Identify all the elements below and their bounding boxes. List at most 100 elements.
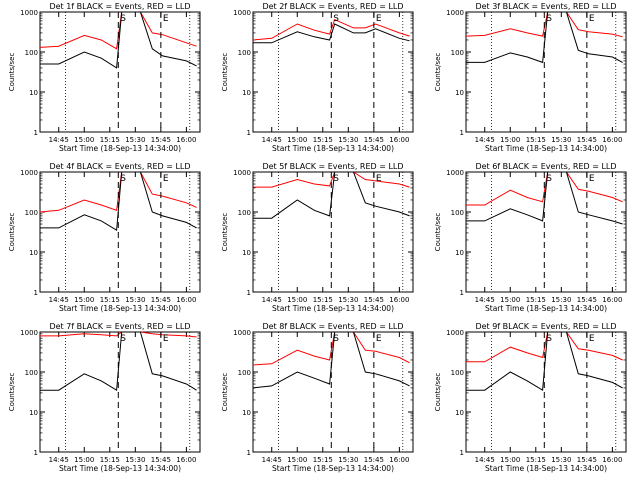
event-marker-label: E — [163, 174, 169, 184]
y-tick-label: 100 — [25, 49, 38, 57]
event-marker-label: E — [589, 14, 595, 24]
x-tick-label: 15:15 — [313, 296, 333, 304]
x-tick-label: 16:00 — [389, 296, 409, 304]
y-tick-label: 10 — [29, 409, 38, 417]
event-marker-label: S — [333, 14, 339, 24]
y-tick-label: 1 — [247, 449, 251, 457]
y-tick-label: 100 — [238, 209, 251, 217]
event-marker-label: E — [163, 14, 169, 24]
event-marker-label: S — [333, 174, 339, 184]
chart-title: Det 1f BLACK = Events, RED = LLD — [49, 2, 190, 11]
y-tick-label: 100 — [25, 209, 38, 217]
x-axis-label: Start Time (18-Sep-13 14:34:00) — [485, 464, 607, 473]
series-line-lld — [252, 18, 410, 41]
y-tick-label: 1 — [34, 129, 38, 137]
x-tick-label: 15:45 — [151, 456, 171, 464]
x-tick-label: 15:00 — [287, 136, 307, 144]
y-tick-label: 10 — [29, 89, 38, 97]
y-tick-label: 10 — [29, 249, 38, 257]
y-tick-label: 10 — [242, 249, 251, 257]
x-tick-label: 15:00 — [74, 296, 94, 304]
x-axis-label: Start Time (18-Sep-13 14:34:00) — [59, 304, 181, 313]
y-tick-label: 100 — [238, 49, 251, 57]
event-marker-label: S — [120, 174, 126, 184]
chart-title: Det 2f BLACK = Events, RED = LLD — [262, 2, 403, 11]
plot-frame — [39, 331, 201, 453]
x-tick-label: 15:30 — [551, 296, 571, 304]
chart-title: Det 5f BLACK = Events, RED = LLD — [262, 162, 403, 171]
x-axis-label: Start Time (18-Sep-13 14:34:00) — [485, 144, 607, 153]
x-tick-label: 16:00 — [602, 136, 622, 144]
x-tick-label: 14:45 — [262, 456, 282, 464]
x-tick-label: 15:45 — [364, 296, 384, 304]
plot-frame — [465, 171, 627, 293]
event-marker-label: S — [120, 14, 126, 24]
chart-panel-5: Det 5f BLACK = Events, RED = LLD Counts/s… — [221, 162, 414, 313]
x-tick-label: 15:30 — [551, 136, 571, 144]
x-tick-label: 16:00 — [389, 136, 409, 144]
x-tick-label: 14:45 — [475, 296, 495, 304]
chart-title: Det 4f BLACK = Events, RED = LLD — [49, 162, 190, 171]
x-tick-label: 15:00 — [74, 136, 94, 144]
plot-frame — [252, 11, 414, 133]
x-tick-label: 15:15 — [526, 296, 546, 304]
y-tick-label: 10 — [455, 409, 464, 417]
y-tick-label: 100 — [451, 49, 464, 57]
y-tick-label: 100 — [238, 369, 251, 377]
y-axis-label: Counts/sec — [221, 53, 229, 92]
y-tick-label: 1000 — [20, 329, 38, 337]
y-tick-label: 1 — [460, 449, 464, 457]
chart-panel-9: Det 9f BLACK = Events, RED = LLD Counts/s… — [434, 322, 627, 473]
y-tick-label: 10 — [242, 89, 251, 97]
x-tick-label: 15:30 — [125, 136, 145, 144]
y-axis-label: Counts/sec — [8, 213, 16, 252]
event-marker-label: E — [589, 174, 595, 184]
x-tick-label: 16:00 — [602, 456, 622, 464]
x-tick-label: 14:45 — [49, 136, 69, 144]
event-marker-label: E — [376, 174, 382, 184]
x-axis-label: Start Time (18-Sep-13 14:34:00) — [59, 144, 181, 153]
event-marker-label: S — [120, 334, 126, 344]
y-tick-label: 1000 — [446, 169, 464, 177]
series-line-events — [466, 171, 623, 225]
y-tick-label: 1 — [460, 289, 464, 297]
plot-frame — [465, 11, 627, 133]
y-axis-label: Counts/sec — [221, 213, 229, 252]
y-tick-label: 100 — [451, 369, 464, 377]
y-tick-label: 10 — [455, 249, 464, 257]
x-tick-label: 15:00 — [74, 456, 94, 464]
x-tick-label: 15:45 — [364, 136, 384, 144]
event-marker-label: E — [589, 334, 595, 344]
chart-panel-2: Det 2f BLACK = Events, RED = LLD Counts/s… — [221, 2, 414, 153]
event-marker-label: E — [376, 14, 382, 24]
x-tick-label: 14:45 — [475, 456, 495, 464]
plot-frame — [252, 171, 414, 293]
chart-panel-3: Det 3f BLACK = Events, RED = LLD Counts/s… — [434, 2, 627, 153]
plot-frame — [39, 171, 201, 293]
y-axis-label: Counts/sec — [8, 373, 16, 412]
chart-title: Det 9f BLACK = Events, RED = LLD — [475, 322, 616, 331]
y-tick-label: 10 — [455, 89, 464, 97]
y-tick-label: 1000 — [446, 9, 464, 17]
y-tick-label: 1000 — [233, 169, 251, 177]
event-marker-label: S — [546, 334, 552, 344]
x-tick-label: 15:00 — [287, 456, 307, 464]
chart-panel-1: Det 1f BLACK = Events, RED = LLD Counts/s… — [8, 2, 201, 153]
x-axis-label: Start Time (18-Sep-13 14:34:00) — [485, 304, 607, 313]
x-tick-label: 15:15 — [526, 456, 546, 464]
y-tick-label: 1 — [247, 129, 251, 137]
chart-panel-8: Det 8f BLACK = Events, RED = LLD Counts/s… — [221, 322, 414, 473]
x-tick-label: 15:00 — [500, 456, 520, 464]
event-marker-label: S — [546, 14, 552, 24]
series-line-events — [466, 331, 623, 392]
y-axis-label: Counts/sec — [8, 53, 16, 92]
x-tick-label: 15:30 — [551, 456, 571, 464]
x-tick-label: 15:30 — [338, 136, 358, 144]
y-axis-label: Counts/sec — [434, 373, 442, 412]
x-tick-label: 15:00 — [500, 136, 520, 144]
series-line-events — [253, 23, 410, 44]
x-tick-label: 15:30 — [125, 456, 145, 464]
y-tick-label: 1000 — [233, 329, 251, 337]
x-tick-label: 15:30 — [125, 296, 145, 304]
